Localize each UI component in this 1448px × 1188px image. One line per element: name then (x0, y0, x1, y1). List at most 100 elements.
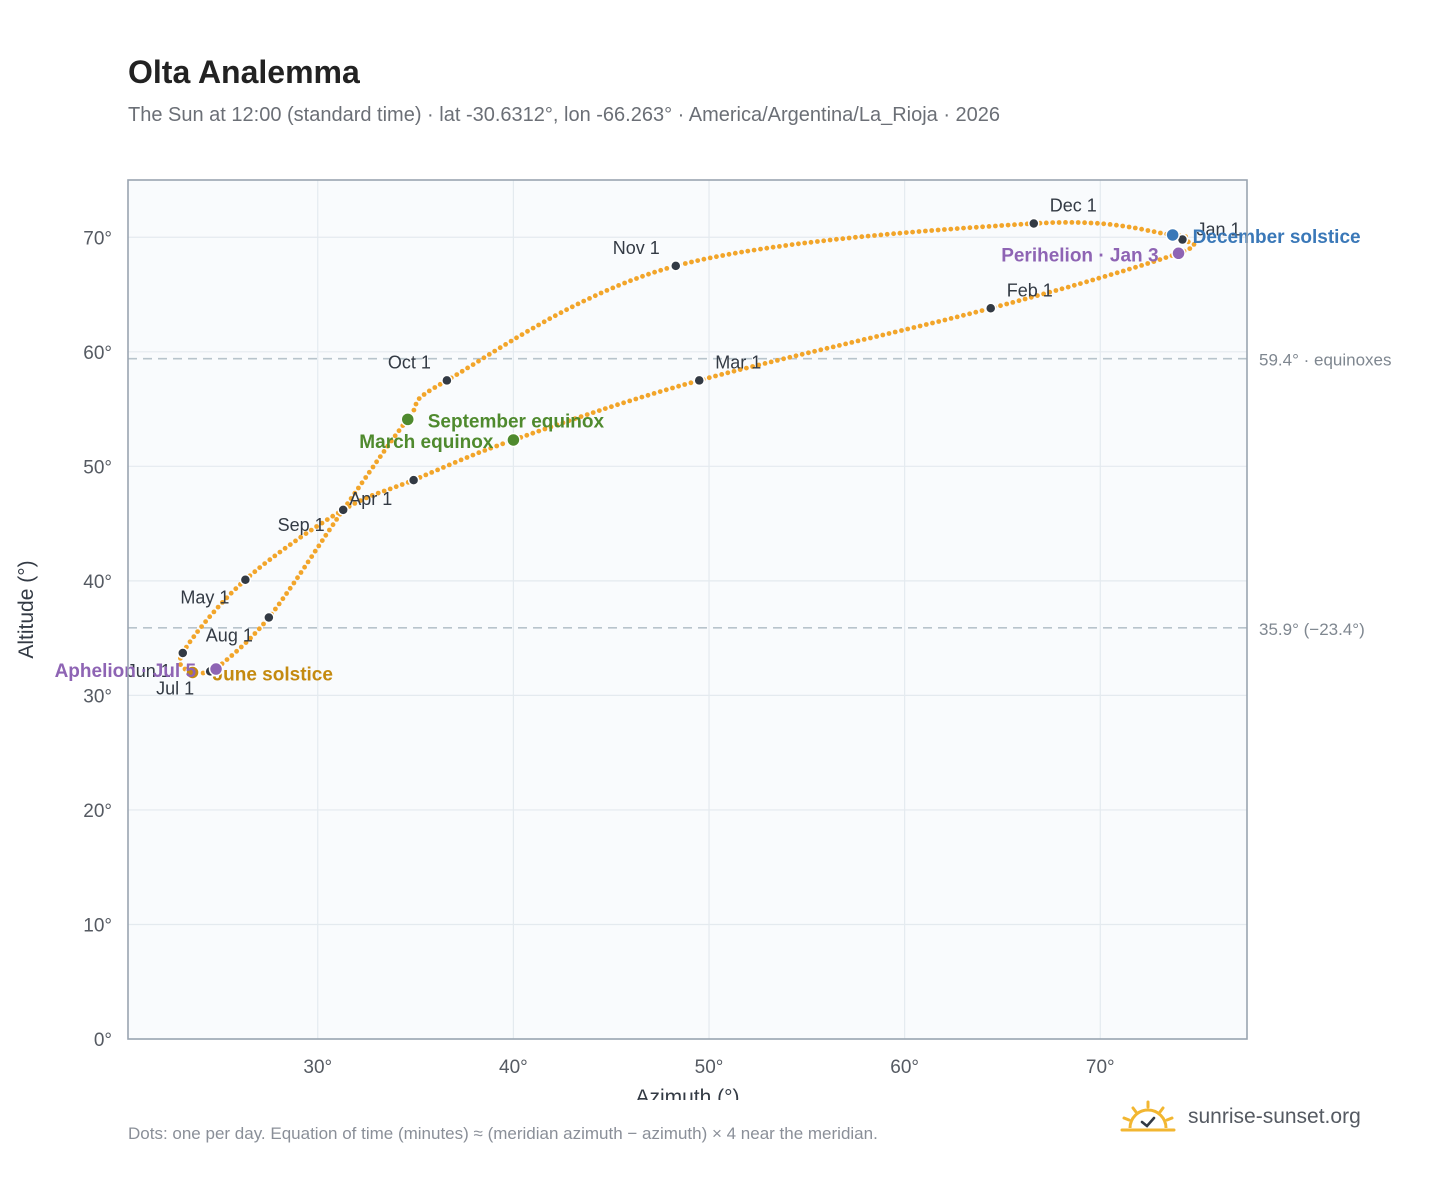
daily-sun-dot (880, 332, 886, 338)
y-tick-label: 70° (83, 228, 112, 249)
daily-sun-dot (435, 467, 440, 473)
daily-sun-dot (1071, 282, 1077, 288)
event-marker[interactable] (1171, 246, 1186, 261)
daily-sun-dot (775, 358, 780, 363)
daily-sun-dot (818, 347, 824, 353)
event-marker[interactable] (506, 432, 521, 448)
daily-sun-dot (429, 470, 435, 475)
daily-sun-dot (1114, 222, 1119, 228)
month-marker-label: Jul 1 (156, 678, 194, 698)
daily-sun-dot (488, 445, 494, 451)
daily-sun-dot (777, 244, 782, 249)
daily-sun-dot (719, 372, 725, 377)
daily-sun-dot (366, 469, 372, 475)
x-tick-label: 60° (890, 1057, 919, 1078)
daily-sun-dot (569, 304, 575, 310)
daily-sun-dot (541, 319, 547, 325)
chart-title: Olta Analemma (128, 54, 360, 90)
month-marker[interactable] (1028, 217, 1040, 230)
daily-sun-dot (837, 343, 842, 348)
event-marker[interactable] (400, 412, 415, 427)
daily-sun-dot (564, 307, 569, 313)
month-marker[interactable] (670, 260, 682, 272)
daily-sun-dot (846, 235, 852, 241)
daily-sun-dot (967, 311, 972, 317)
daily-sun-dot (464, 455, 470, 460)
daily-sun-dot (806, 350, 811, 356)
daily-sun-dot (393, 484, 399, 490)
daily-sun-dot (646, 271, 651, 277)
daily-sun-dot (1035, 293, 1040, 298)
event-marker[interactable] (1165, 227, 1180, 243)
daily-sun-dot (584, 412, 590, 417)
daily-sun-dot (592, 293, 598, 299)
daily-sun-dot (470, 362, 476, 367)
month-marker[interactable] (239, 573, 252, 586)
brand-logo[interactable]: sunrise-sunset.org (1120, 1100, 1361, 1134)
daily-sun-dot (581, 298, 587, 304)
daily-sun-dot (233, 586, 239, 592)
daily-sun-dot (1004, 301, 1010, 307)
month-marker[interactable] (693, 374, 705, 387)
month-marker[interactable] (441, 374, 453, 387)
daily-sun-dot (878, 232, 884, 238)
daily-sun-dot (413, 401, 419, 407)
month-marker-label: Apr 1 (349, 489, 392, 509)
daily-sun-dot (676, 383, 681, 389)
month-marker[interactable] (407, 474, 420, 486)
daily-sun-dot (547, 316, 553, 322)
event-marker[interactable] (185, 665, 200, 680)
daily-sun-dot (287, 585, 293, 591)
daily-sun-dot (514, 335, 519, 341)
month-marker[interactable] (337, 504, 349, 516)
daily-sun-dot (252, 631, 258, 636)
daily-sun-dot (855, 338, 861, 344)
daily-sun-dot (392, 433, 398, 439)
daily-sun-dot (911, 325, 917, 330)
daily-sun-dot (916, 229, 922, 234)
month-marker[interactable] (263, 611, 275, 624)
daily-sun-dot (714, 254, 719, 260)
brand-name: sunrise-sunset.org (1188, 1105, 1361, 1128)
daily-sun-dot (695, 258, 701, 263)
daily-sun-dot (1016, 298, 1022, 304)
daily-sun-dot (843, 341, 848, 347)
daily-sun-dot (762, 361, 768, 366)
daily-sun-dot (558, 310, 564, 316)
daily-sun-dot (796, 241, 801, 247)
daily-sun-dot (273, 606, 278, 612)
daily-sun-dot (187, 639, 193, 645)
daily-sun-dot (215, 604, 221, 610)
daily-sun-dot (725, 370, 731, 376)
event-marker[interactable] (208, 661, 224, 677)
daily-sun-dot (536, 322, 541, 328)
month-marker[interactable] (177, 647, 189, 659)
month-marker-label: Mar 1 (715, 352, 761, 372)
daily-sun-dot (884, 231, 890, 237)
daily-sun-dot (454, 372, 460, 377)
daily-sun-dot (387, 486, 393, 492)
daily-sun-dot (195, 629, 201, 634)
daily-sun-dot (519, 332, 525, 337)
daily-sun-dot (370, 464, 376, 470)
daily-sun-dot (886, 331, 892, 336)
daily-sun-dot (954, 314, 960, 320)
daily-sun-dot (967, 225, 973, 231)
month-marker-label: Jun 1 (127, 661, 171, 681)
daily-sun-dot (178, 662, 183, 667)
daily-sun-dot (345, 501, 350, 507)
daily-sun-dot (416, 396, 422, 401)
daily-sun-dot (802, 240, 808, 246)
daily-sun-dot (314, 524, 319, 529)
daily-sun-dot (1012, 222, 1017, 228)
month-marker[interactable] (984, 302, 997, 315)
daily-sun-dot (560, 420, 566, 426)
plot-area (128, 180, 1247, 1039)
daily-sun-dot (670, 385, 675, 391)
daily-sun-dot (396, 428, 402, 434)
daily-sun-dot (1139, 226, 1144, 232)
daily-sun-dot (1126, 224, 1132, 230)
daily-sun-dot (1090, 277, 1096, 283)
daily-sun-dot (979, 308, 985, 313)
daily-sun-dot (615, 402, 620, 408)
